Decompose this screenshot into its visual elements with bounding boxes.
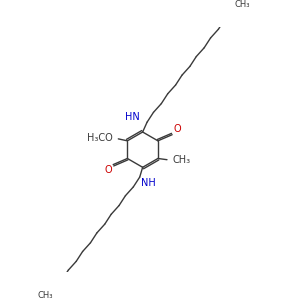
Text: CH₃: CH₃ bbox=[37, 291, 53, 300]
Text: O: O bbox=[104, 165, 112, 175]
Text: CH₃: CH₃ bbox=[235, 0, 250, 9]
Text: CH₃: CH₃ bbox=[172, 155, 191, 165]
Text: H₃CO: H₃CO bbox=[87, 134, 113, 143]
Text: O: O bbox=[173, 124, 181, 134]
Text: NH: NH bbox=[141, 178, 156, 188]
Text: HN: HN bbox=[125, 112, 140, 122]
